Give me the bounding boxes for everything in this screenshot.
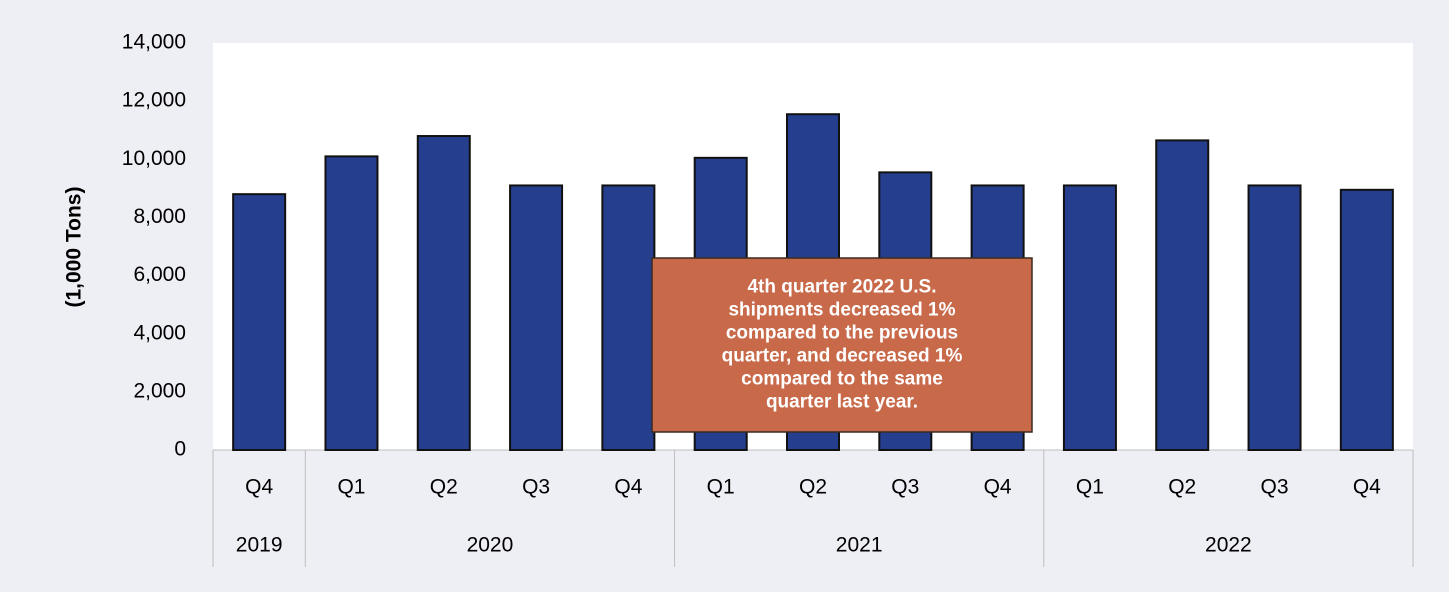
x-tick-label: Q2: [799, 476, 827, 499]
x-tick-label: Q2: [1168, 476, 1196, 499]
bar: [1339, 188, 1394, 452]
x-tick-label: Q1: [337, 476, 365, 499]
x-tick-label: Q1: [707, 476, 735, 499]
bar: [1155, 139, 1210, 451]
x-tick-label: Q1: [1076, 476, 1104, 499]
y-tick-label: 2,000: [133, 379, 186, 402]
group-label: 2021: [836, 534, 883, 557]
y-tick-label: 10,000: [122, 147, 186, 170]
x-tick-label: Q4: [984, 476, 1012, 499]
annotation-text: compared to the same: [741, 369, 943, 390]
y-tick-label: 0: [174, 438, 186, 461]
y-tick-label: 12,000: [122, 89, 186, 112]
group-label: 2022: [1205, 534, 1252, 557]
x-tick-label: Q3: [891, 476, 919, 499]
bar: [509, 184, 564, 451]
annotation-text: quarter last year.: [766, 392, 918, 413]
annotation-text: shipments decreased 1%: [728, 300, 955, 321]
bar: [601, 184, 656, 451]
x-tick-label: Q4: [614, 476, 642, 499]
x-tick-label: Q2: [430, 476, 458, 499]
bar: [416, 135, 471, 451]
bar: [324, 155, 379, 451]
x-tick-label: Q3: [1261, 476, 1289, 499]
annotation-text: 4th quarter 2022 U.S.: [747, 277, 936, 298]
group-label: 2020: [467, 534, 514, 557]
bar: [1247, 184, 1302, 451]
y-tick-label: 14,000: [122, 31, 186, 54]
annotation-text: quarter, and decreased 1%: [722, 346, 963, 367]
annotation-box: [651, 257, 1033, 433]
y-axis-label: (1,000 Tons): [63, 187, 86, 308]
bar: [1062, 184, 1117, 451]
y-tick-label: 8,000: [133, 205, 186, 228]
y-tick-label: 6,000: [133, 263, 186, 286]
y-tick-label: 4,000: [133, 321, 186, 344]
group-label: 2019: [236, 534, 283, 557]
bar: [232, 193, 287, 451]
x-tick-label: Q4: [245, 476, 273, 499]
x-tick-label: Q4: [1353, 476, 1381, 499]
x-tick-label: Q3: [522, 476, 550, 499]
annotation-text: compared to the previous: [726, 323, 958, 344]
